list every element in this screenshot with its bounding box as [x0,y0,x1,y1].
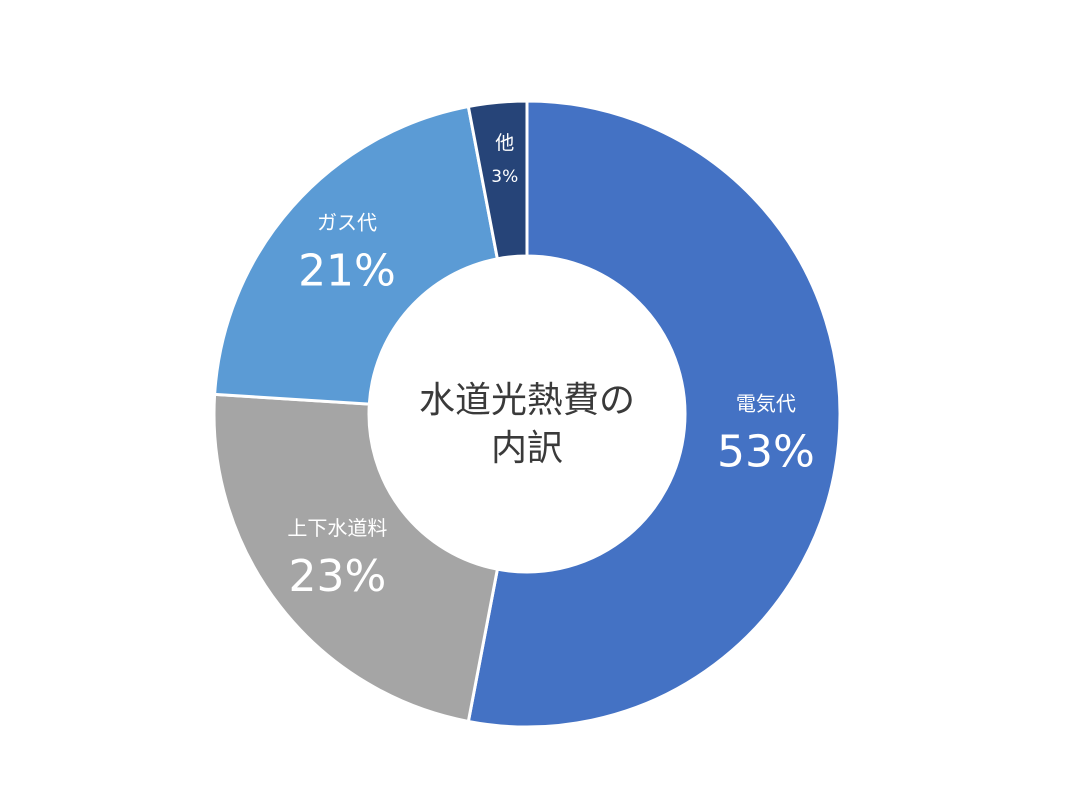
slice-label-1: 上下水道料 [287,516,387,540]
slice-value-3: 3% [491,167,518,187]
slice-label-3: 他 [495,132,514,154]
slice-1 [212,392,500,724]
slice-value-0: 53% [717,427,815,478]
center-title-line-1: 水道光熱費の [419,380,635,421]
center-title: 水道光熱費の 内訳 [419,380,635,469]
slice-labels: 電気代 53% 上下水道料 23% ガス代 21% 他 3% [287,132,814,602]
slice-value-2: 21% [298,245,396,296]
slice-label-2: ガス代 [317,210,377,234]
slice-label-0: 電気代 [736,392,796,416]
slice-0 [466,99,842,729]
slice-value-1: 23% [288,551,386,602]
center-title-line-2: 内訳 [491,428,563,469]
slice-2 [213,104,500,406]
donut-slices [212,99,842,729]
slice-3 [466,99,529,261]
